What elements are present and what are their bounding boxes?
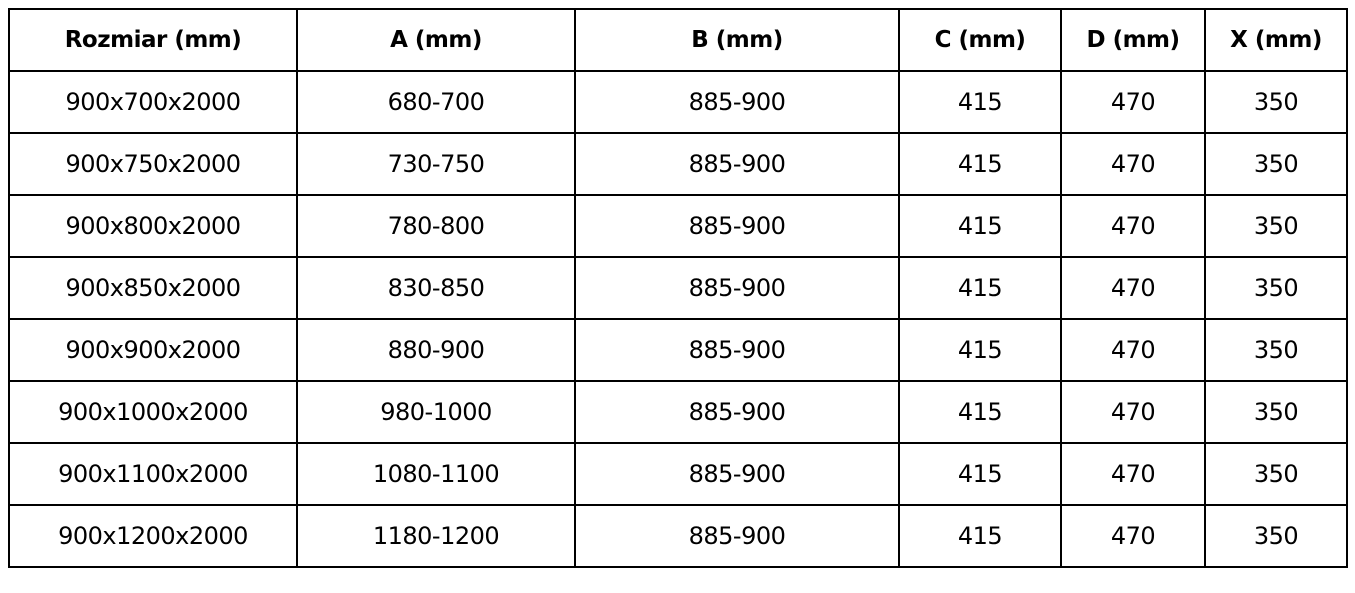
table-cell: 415 — [898, 256, 1062, 320]
table-cell: 885-900 — [574, 132, 900, 196]
table-cell: 470 — [1060, 70, 1206, 134]
table-row: 900x900x2000 880-900 885-900 415 470 350 — [8, 318, 1348, 382]
table-cell: 900x900x2000 — [8, 318, 298, 382]
table-row: 900x1100x2000 1080-1100 885-900 415 470 350 — [8, 442, 1348, 506]
table-cell: 885-900 — [574, 194, 900, 258]
table-cell: 415 — [898, 442, 1062, 506]
table-cell: 470 — [1060, 504, 1206, 568]
table-cell: 830-850 — [296, 256, 576, 320]
table-cell: 470 — [1060, 318, 1206, 382]
column-header: C (mm) — [898, 8, 1062, 72]
table-cell: 900x700x2000 — [8, 70, 298, 134]
dimensions-table: Rozmiar (mm) A (mm) B (mm) C (mm) D (mm) X (m… — [8, 8, 1348, 568]
column-header: Rozmiar (mm) — [8, 8, 298, 72]
table-cell: 885-900 — [574, 504, 900, 568]
table-cell: 470 — [1060, 132, 1206, 196]
column-header: X (mm) — [1204, 8, 1348, 72]
table-cell: 415 — [898, 380, 1062, 444]
table-cell: 900x1000x2000 — [8, 380, 298, 444]
header-row: Rozmiar (mm) A (mm) B (mm) C (mm) D (mm) X (m… — [8, 8, 1348, 72]
table-cell: 880-900 — [296, 318, 576, 382]
table-cell: 900x750x2000 — [8, 132, 298, 196]
table-cell: 900x1200x2000 — [8, 504, 298, 568]
table-cell: 415 — [898, 318, 1062, 382]
column-header: D (mm) — [1060, 8, 1206, 72]
table-cell: 350 — [1204, 132, 1348, 196]
table-cell: 350 — [1204, 442, 1348, 506]
table-row: 900x1000x2000 980-1000 885-900 415 470 350 — [8, 380, 1348, 444]
table-cell: 470 — [1060, 256, 1206, 320]
table-cell: 780-800 — [296, 194, 576, 258]
table-cell: 885-900 — [574, 442, 900, 506]
table-row: 900x850x2000 830-850 885-900 415 470 350 — [8, 256, 1348, 320]
table-cell: 1080-1100 — [296, 442, 576, 506]
table-cell: 900x800x2000 — [8, 194, 298, 258]
table-cell: 350 — [1204, 70, 1348, 134]
table-cell: 350 — [1204, 504, 1348, 568]
table-cell: 415 — [898, 504, 1062, 568]
table-cell: 470 — [1060, 194, 1206, 258]
table-cell: 350 — [1204, 380, 1348, 444]
column-header: A (mm) — [296, 8, 576, 72]
table-cell: 885-900 — [574, 318, 900, 382]
table-cell: 885-900 — [574, 70, 900, 134]
table-cell: 1180-1200 — [296, 504, 576, 568]
table-cell: 885-900 — [574, 256, 900, 320]
table-cell: 415 — [898, 132, 1062, 196]
table-cell: 350 — [1204, 318, 1348, 382]
table-cell: 680-700 — [296, 70, 576, 134]
table-cell: 350 — [1204, 256, 1348, 320]
table-cell: 900x1100x2000 — [8, 442, 298, 506]
table-row: 900x1200x2000 1180-1200 885-900 415 470 350 — [8, 504, 1348, 568]
table-cell: 730-750 — [296, 132, 576, 196]
table-cell: 415 — [898, 70, 1062, 134]
table-row: 900x800x2000 780-800 885-900 415 470 350 — [8, 194, 1348, 258]
table-cell: 470 — [1060, 380, 1206, 444]
table-cell: 415 — [898, 194, 1062, 258]
table-row: 900x700x2000 680-700 885-900 415 470 350 — [8, 70, 1348, 134]
table-cell: 900x850x2000 — [8, 256, 298, 320]
table-cell: 980-1000 — [296, 380, 576, 444]
table-cell: 470 — [1060, 442, 1206, 506]
table-cell: 885-900 — [574, 380, 900, 444]
table-row: 900x750x2000 730-750 885-900 415 470 350 — [8, 132, 1348, 196]
table-cell: 350 — [1204, 194, 1348, 258]
column-header: B (mm) — [574, 8, 900, 72]
